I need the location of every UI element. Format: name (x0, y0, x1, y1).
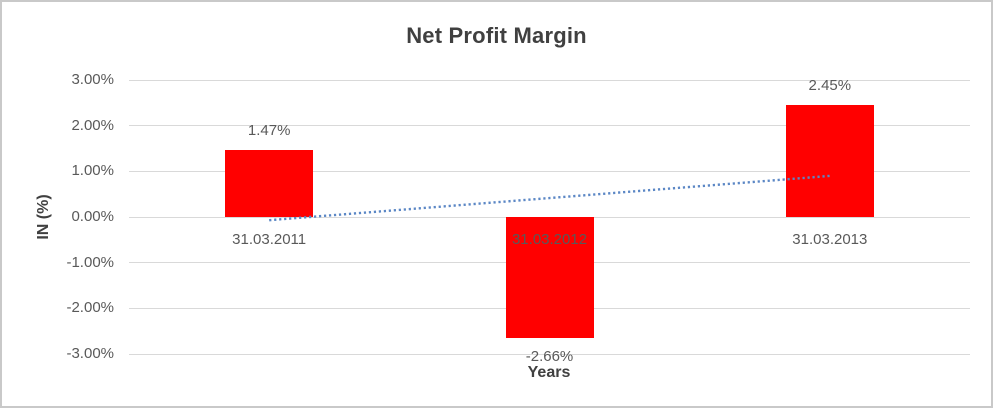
category-label: 31.03.2011 (232, 231, 307, 248)
y-tick-label: 2.00% (71, 116, 114, 134)
gridline (129, 125, 970, 127)
y-tick-label: 1.00% (71, 162, 114, 180)
y-tick-label: 0.00% (71, 208, 114, 225)
category-label: 31.03.2013 (792, 231, 868, 248)
gridline (129, 170, 970, 172)
category-label: 31.03.2012 (511, 231, 588, 248)
plot-area: 1.47% 31.03.2011 -2.66% 31.03.2012 2.45% 31.0… (129, 77, 970, 365)
x-axis-title: Years (527, 364, 571, 381)
chart-title: Net Profit Margin (406, 23, 587, 48)
data-label: 2.45% (808, 77, 852, 95)
trendline-layer (269, 174, 830, 222)
bar (505, 217, 594, 339)
y-tick-label: -2.00% (66, 299, 114, 317)
y-tick-label: -3.00% (66, 345, 114, 362)
data-label: -2.66% (525, 348, 574, 366)
bar (225, 149, 314, 217)
y-tick-label: 3.00% (71, 71, 114, 88)
gridline (129, 79, 970, 81)
gridline (129, 353, 970, 355)
data-label: 1.47% (247, 121, 291, 139)
trendline (269, 174, 830, 222)
y-tick-label: -1.00% (66, 253, 114, 271)
bar (785, 105, 874, 217)
